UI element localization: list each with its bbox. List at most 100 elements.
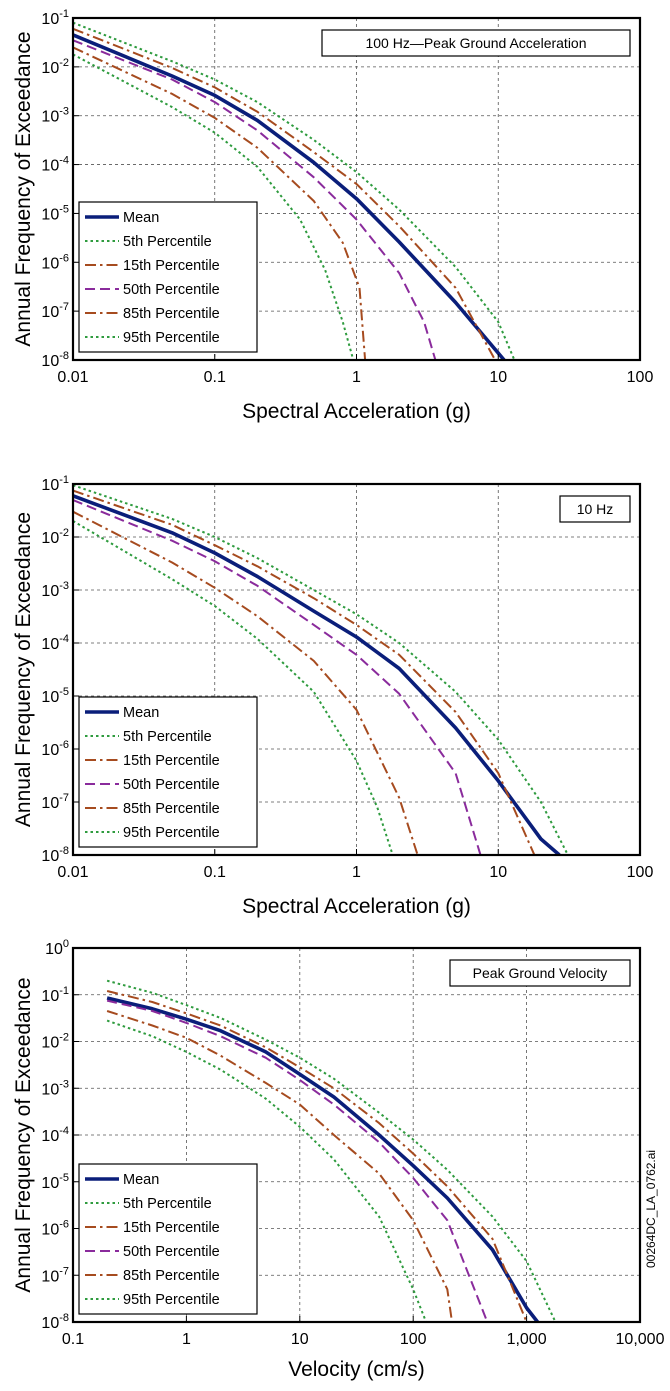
x-tick-label: 100 — [400, 1331, 427, 1348]
y-tick-label: 10-2 — [41, 1032, 69, 1052]
legend-label: 15th Percentile — [123, 1220, 220, 1236]
legend-box — [78, 696, 258, 848]
panel-label-box — [321, 29, 631, 57]
series-line-p50 — [106, 999, 489, 1322]
series-group — [106, 979, 557, 1322]
y-tick-label: 10-5 — [41, 686, 69, 706]
y-tick-label: 10-4 — [41, 155, 69, 175]
series-group — [73, 484, 569, 855]
y-tick-label: 10-3 — [41, 580, 69, 600]
legend-label: 5th Percentile — [123, 729, 212, 745]
legend-label: 85th Percentile — [123, 306, 220, 322]
x-tick-label: 10 — [291, 1331, 309, 1348]
x-tick-label: 100 — [627, 369, 654, 386]
legend-label: 95th Percentile — [123, 330, 220, 346]
y-tick-label: 10-8 — [41, 350, 69, 370]
panel-label: Peak Ground Velocity — [473, 965, 608, 981]
legend-label: 85th Percentile — [123, 801, 220, 817]
y-tick-label: 100 — [45, 938, 69, 958]
legend-label: 50th Percentile — [123, 282, 220, 298]
legend-label: 15th Percentile — [123, 258, 220, 274]
x-tick-label: 1 — [182, 1331, 191, 1348]
figure-id: 00264DC_LA_0762.ai — [644, 1150, 658, 1268]
series-group — [73, 21, 516, 360]
legend-label: Mean — [123, 705, 159, 721]
y-tick-label: 10-7 — [41, 301, 69, 321]
y-tick-label: 10-6 — [41, 739, 69, 759]
y-tick-label: 10-5 — [41, 203, 69, 223]
x-tick-label: 0.01 — [57, 369, 88, 386]
series-line-p85 — [106, 990, 528, 1322]
chart-panel-2: 0.01 0.1 1 10 100 10-8 10-7 10-6 10-5 10-4 10-3 10-… — [12, 474, 653, 918]
x-tick-label: 1 — [352, 864, 361, 881]
series-line-p50 — [73, 499, 482, 855]
y-tick-label: 10-1 — [41, 8, 69, 28]
series-line-mean — [106, 996, 540, 1322]
y-tick-label: 10-1 — [41, 985, 69, 1005]
series-line-p15 — [73, 510, 419, 855]
series-line-mean — [73, 494, 561, 855]
chart-panel-1: 0.01 0.1 1 10 100 10-8 10-7 10-6 10-5 10-4 10-3 10-… — [12, 8, 653, 423]
x-tick-label: 10,000 — [616, 1331, 665, 1348]
legend: Mean 5th Percentile 15th Percentile 50th Pe… — [78, 201, 258, 353]
series-line-p15 — [106, 1010, 453, 1322]
x-tick-label: 1 — [352, 369, 361, 386]
y-tick-label: 10-2 — [41, 57, 69, 77]
x-tick-label: 100 — [627, 864, 654, 881]
series-line-p5 — [73, 53, 355, 360]
legend-label: Mean — [123, 1172, 159, 1188]
x-tick-label: 0.1 — [204, 369, 226, 386]
x-axis-title: Velocity (cm/s) — [288, 1358, 425, 1381]
legend-label: 95th Percentile — [123, 1292, 220, 1308]
chart-panel-3: 0.1 1 10 100 1,000 10,000 10-8 10-7 10-6 10-5 10-4… — [12, 938, 665, 1381]
panel-label-box — [449, 959, 631, 987]
series-line-mean — [73, 33, 506, 360]
x-axis-title: Spectral Acceleration (g) — [242, 400, 471, 423]
y-tick-label: 10-1 — [41, 474, 69, 494]
legend-label: 50th Percentile — [123, 777, 220, 793]
legend-label: 85th Percentile — [123, 1268, 220, 1284]
legend-label: 5th Percentile — [123, 1196, 212, 1212]
legend: Mean 5th Percentile 15th Percentile 50th Pe… — [78, 1163, 258, 1315]
y-tick-label: 10-2 — [41, 527, 69, 547]
y-axis-title: Annual Frequency of Exceedance — [12, 512, 35, 827]
series-line-p50 — [73, 39, 437, 360]
series-line-p85 — [73, 27, 496, 360]
legend-box — [78, 201, 258, 353]
x-tick-label: 10 — [489, 864, 507, 881]
y-tick-label: 10-3 — [41, 106, 69, 126]
series-line-p5 — [73, 520, 394, 855]
series-line-p5 — [106, 1019, 428, 1322]
y-tick-label: 10-7 — [41, 1265, 69, 1285]
panel-label: 100 Hz—Peak Ground Acceleration — [365, 35, 586, 51]
y-tick-label: 10-3 — [41, 1078, 69, 1098]
x-tick-label: 0.1 — [62, 1331, 84, 1348]
y-axis-title: Annual Frequency of Exceedance — [12, 31, 35, 346]
x-tick-label: 0.1 — [204, 864, 226, 881]
series-line-p15 — [73, 46, 367, 360]
y-tick-label: 10-6 — [41, 252, 69, 272]
legend: Mean 5th Percentile 15th Percentile 50th Pe… — [78, 696, 258, 848]
y-tick-label: 10-8 — [41, 1312, 69, 1332]
legend-box — [78, 1163, 258, 1315]
y-tick-label: 10-7 — [41, 792, 69, 812]
y-axis-title: Annual Frequency of Exceedance — [12, 977, 35, 1292]
legend-label: 15th Percentile — [123, 753, 220, 769]
legend-label: 95th Percentile — [123, 825, 220, 841]
legend-label: 5th Percentile — [123, 234, 212, 250]
series-line-p85 — [73, 489, 536, 855]
panel-label-box — [559, 495, 631, 523]
y-tick-label: 10-8 — [41, 845, 69, 865]
legend-label: 50th Percentile — [123, 1244, 220, 1260]
y-tick-label: 10-6 — [41, 1219, 69, 1239]
y-tick-label: 10-4 — [41, 1125, 69, 1145]
y-tick-label: 10-4 — [41, 633, 69, 653]
legend-label: Mean — [123, 210, 159, 226]
x-tick-label: 0.01 — [57, 864, 88, 881]
x-axis-title: Spectral Acceleration (g) — [242, 895, 471, 918]
series-line-p95 — [106, 979, 557, 1322]
y-tick-label: 10-5 — [41, 1172, 69, 1192]
x-tick-label: 1,000 — [507, 1331, 547, 1348]
panel-label: 10 Hz — [577, 501, 614, 517]
